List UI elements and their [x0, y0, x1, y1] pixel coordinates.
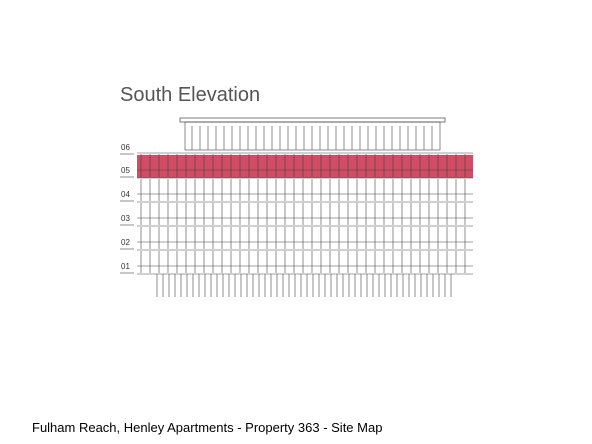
floor-label: 06	[121, 143, 130, 152]
caption: Fulham Reach, Henley Apartments - Proper…	[32, 420, 382, 435]
building-drawing	[137, 117, 473, 297]
roof	[179, 117, 446, 123]
floor-label: 01	[121, 262, 130, 271]
floor-label: 05	[121, 166, 130, 175]
penthouse	[184, 121, 441, 151]
floor-label: 04	[121, 190, 130, 199]
floor-label: 03	[121, 214, 130, 223]
highlighted-floor[interactable]	[137, 155, 473, 178]
floor-label: 02	[121, 238, 130, 247]
title: South Elevation	[120, 84, 260, 106]
